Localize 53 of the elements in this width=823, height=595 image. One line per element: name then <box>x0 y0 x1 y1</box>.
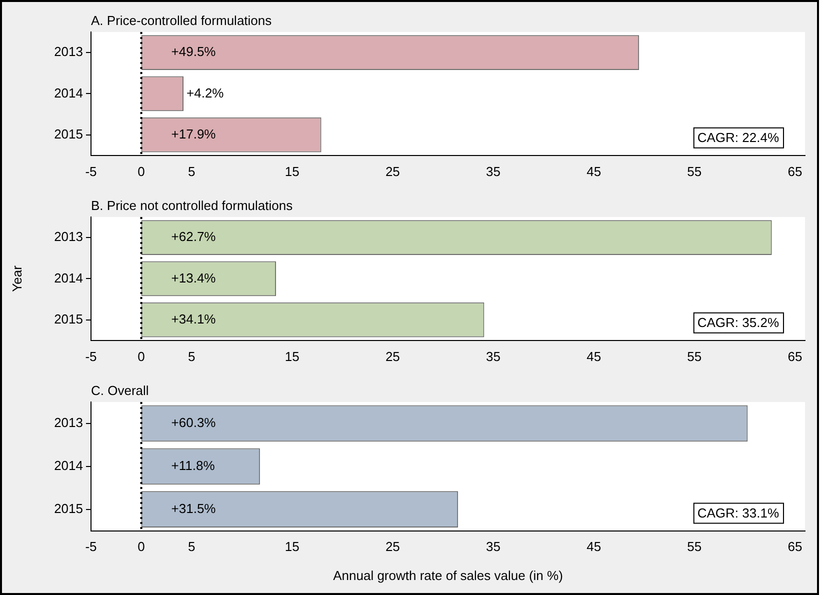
data-label: +60.3% <box>171 415 216 430</box>
x-tick-label: 15 <box>284 348 300 364</box>
x-tick-label: -5 <box>85 539 97 554</box>
x-tick-label: 35 <box>486 539 500 554</box>
annotation: CAGR: 35.2% <box>697 314 780 330</box>
x-tick-label: 35 <box>486 164 500 179</box>
y-tick-label: 2014 <box>54 85 83 100</box>
y-tick-label: 2013 <box>54 44 83 60</box>
x-axis-title: Annual growth rate of sales value (in %) <box>333 568 563 583</box>
x-tick-label: 65 <box>788 348 802 364</box>
data-label: +31.5% <box>171 500 216 516</box>
x-tick-label: 55 <box>687 348 702 364</box>
x-tick-label: 0 <box>138 539 145 554</box>
x-tick-label: -5 <box>85 348 97 364</box>
data-label: +13.4% <box>171 270 216 286</box>
x-tick-label: 15 <box>284 539 300 554</box>
chart-title: C. Overall <box>91 383 149 398</box>
y-tick-label: 2015 <box>54 126 83 142</box>
x-tick-label: 25 <box>385 348 400 364</box>
data-label: +11.8% <box>171 458 216 473</box>
x-tick-label: 5 <box>188 539 196 554</box>
x-tick-label: 45 <box>586 539 602 554</box>
annotation: CAGR: 33.1% <box>697 505 780 520</box>
y-tick-label: 2013 <box>54 415 83 430</box>
chart-title: A. Price-controlled formulations <box>91 13 272 28</box>
x-tick-label: 25 <box>385 539 400 554</box>
data-label: +34.1% <box>171 311 216 326</box>
x-tick-label: 45 <box>586 164 602 179</box>
x-tick-label: 35 <box>486 348 500 364</box>
y-tick-label: 2015 <box>54 500 83 516</box>
x-tick-label: 25 <box>385 164 400 179</box>
x-tick-label: 55 <box>687 539 702 554</box>
x-tick-label: 0 <box>138 164 145 179</box>
x-tick-label: 55 <box>687 164 702 179</box>
y-tick-label: 2014 <box>54 458 83 473</box>
x-tick-label: 5 <box>188 164 196 179</box>
x-tick-label: 65 <box>788 539 802 554</box>
x-tick-label: 5 <box>188 348 196 364</box>
y-tick-label: 2014 <box>54 270 83 286</box>
x-tick-label: 65 <box>788 164 802 179</box>
annotation: CAGR: 22.4% <box>697 130 780 145</box>
chart-title: B. Price not controlled formulations <box>91 198 294 214</box>
x-tick-label: 45 <box>586 348 602 364</box>
data-label: +49.5% <box>171 44 216 60</box>
y-axis-title: Year <box>9 264 24 292</box>
x-tick-label: 0 <box>138 348 145 364</box>
data-label: +4.2% <box>186 85 224 100</box>
data-label: +17.9% <box>171 126 216 142</box>
data-label: +62.7% <box>171 229 216 244</box>
x-tick-label: -5 <box>85 164 97 179</box>
x-tick-label: 15 <box>284 164 300 179</box>
y-tick-label: 2013 <box>54 229 83 244</box>
y-tick-label: 2015 <box>54 311 83 326</box>
